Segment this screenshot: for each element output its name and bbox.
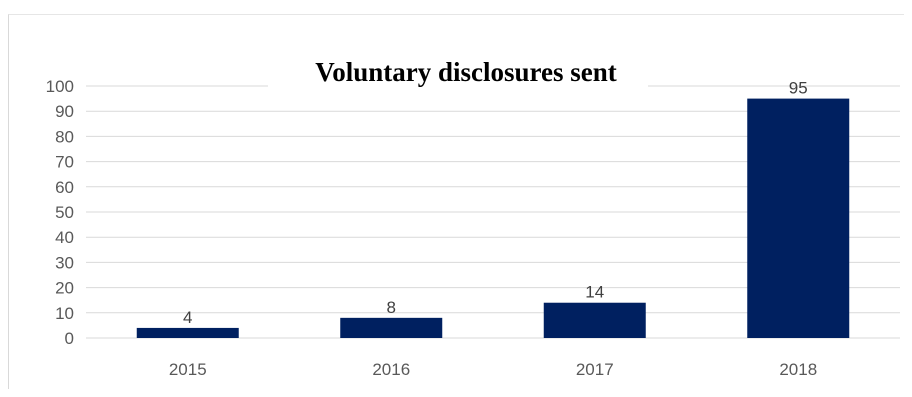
y-tick-label: 60 <box>55 178 74 197</box>
title-background <box>268 56 648 96</box>
bar-2018 <box>747 98 850 338</box>
y-tick-label: 30 <box>55 253 74 272</box>
data-labels: 4 8 14 95 <box>183 79 808 327</box>
bar-2017 <box>543 302 646 338</box>
y-tick-label: 20 <box>55 279 74 298</box>
bars <box>136 98 850 338</box>
bar-2016 <box>340 317 443 338</box>
y-tick-label: 80 <box>55 127 74 146</box>
y-tick-label: 90 <box>55 102 74 121</box>
data-label-2017: 14 <box>585 283 604 302</box>
data-label-2016: 8 <box>387 298 396 317</box>
x-tick-label-2015: 2015 <box>169 360 207 379</box>
y-tick-label: 40 <box>55 228 74 247</box>
x-tick-label-2018: 2018 <box>779 360 817 379</box>
x-axis-ticks: 2015 2016 2017 2018 <box>169 360 817 379</box>
x-tick-label-2016: 2016 <box>372 360 410 379</box>
y-tick-label: 10 <box>55 304 74 323</box>
y-tick-label: 100 <box>46 77 74 96</box>
data-label-2018: 95 <box>789 79 808 98</box>
data-label-2015: 4 <box>183 308 192 327</box>
y-tick-label: 70 <box>55 153 74 172</box>
chart-frame <box>8 14 904 389</box>
x-tick-label-2017: 2017 <box>576 360 614 379</box>
y-axis-ticks: 0 10 20 30 40 50 60 70 80 90 100 <box>46 77 74 348</box>
y-tick-label: 0 <box>65 329 74 348</box>
y-tick-label: 50 <box>55 203 74 222</box>
chart-title: Voluntary disclosures sent <box>315 57 617 87</box>
bar-2015 <box>136 327 239 338</box>
